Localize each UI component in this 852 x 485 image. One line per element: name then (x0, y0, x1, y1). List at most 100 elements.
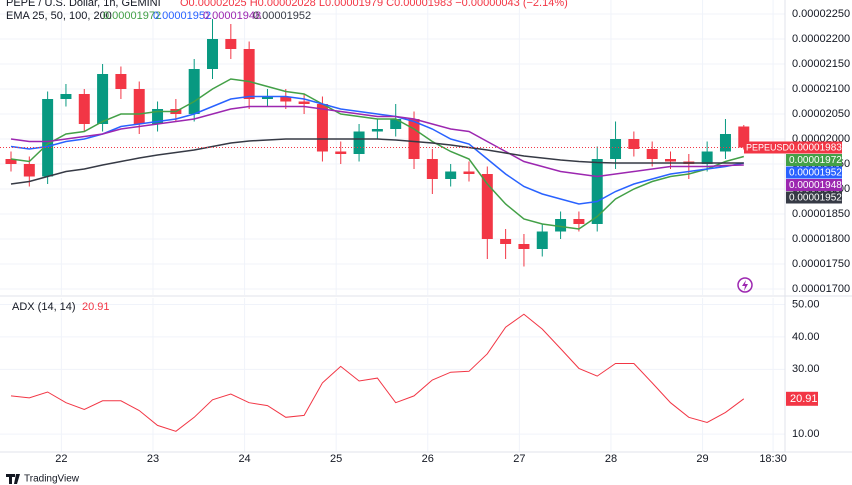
candle-body (408, 119, 420, 159)
candle-body (500, 239, 512, 244)
candle-body (60, 94, 72, 99)
y-tick-label: 0.00001800 (792, 233, 850, 245)
lightning-icon (737, 277, 753, 293)
candle-body (555, 219, 567, 232)
ohlc-values: O0.00002025 H0.00002028 L0.00001979 C0.0… (180, 0, 568, 9)
x-tick-label: 25 (330, 453, 342, 465)
candle-body (243, 49, 255, 99)
candle-body (353, 131, 365, 154)
price-tag-text: 0.00001983 (789, 143, 842, 154)
y-tick-label: 0.00002200 (792, 33, 850, 45)
candle-body (207, 39, 219, 69)
x-tick-label: 28 (605, 453, 617, 465)
y-tick-label: 50.00 (792, 298, 820, 310)
x-tick-label: 24 (238, 453, 250, 465)
x-tick-label: 22 (55, 453, 67, 465)
adx-tag (786, 391, 818, 406)
symbol-title: PEPE / U.S. Dollar, 1h, GEMINI (6, 0, 161, 9)
candle-body (536, 231, 548, 249)
candle-body (665, 159, 676, 162)
x-tick-label: 23 (147, 453, 159, 465)
ema-line (10, 78, 744, 230)
icon-bolt (742, 280, 748, 291)
ema-line (10, 138, 744, 185)
candle-body (316, 104, 328, 152)
brand-logo: TradingView (6, 474, 80, 485)
candle-body (335, 151, 347, 154)
candle-body (610, 139, 622, 159)
candle-body (152, 109, 164, 124)
candle-body (5, 159, 17, 164)
y-tick-label: 0.00002250 (792, 8, 850, 20)
ema-tag (786, 179, 842, 191)
candle-body (298, 101, 310, 104)
y-tick-label: 0.00001850 (792, 208, 850, 220)
candle-body (390, 119, 402, 129)
candle-body (78, 94, 90, 124)
y-tick-label: 0.00002050 (792, 108, 850, 120)
candle-body (188, 69, 200, 114)
candle-body (261, 96, 273, 99)
ema-tag (786, 154, 842, 166)
ema-tag (786, 191, 842, 204)
adx-value: 20.91 (82, 301, 110, 313)
x-tick-label: 18:30 (759, 453, 787, 465)
x-tick-label: 27 (513, 453, 525, 465)
brand-name: TradingView (24, 474, 80, 485)
symbol-tag-text: PEPEUSD (746, 142, 790, 152)
candle-body (371, 129, 383, 132)
x-tick-label: 29 (696, 453, 708, 465)
y-tick-label: 30.00 (792, 363, 820, 375)
price-tag (786, 141, 842, 154)
ema-tag-text: 0.00001952 (789, 193, 842, 204)
candle-body (738, 126, 750, 148)
candle-body (646, 149, 658, 159)
ema-tag-text: 0.00001948 (789, 180, 842, 191)
candle-body (133, 89, 145, 124)
candle-body (115, 74, 127, 89)
x-tick-label: 26 (422, 453, 434, 465)
candle-body (42, 99, 54, 177)
ema-label: EMA 25, 50, 100, 200 (6, 10, 112, 22)
y-tick-label: 0.00002150 (792, 58, 850, 70)
candle-body (97, 74, 109, 124)
y-tick-label: 0.00002100 (792, 83, 850, 95)
marks (0, 19, 785, 432)
logo-mark (6, 474, 20, 484)
candle-body (719, 134, 731, 152)
ema-50-value: 0.00001952 (153, 10, 211, 22)
ema-tag-text: 0.00001972 (789, 155, 842, 166)
adx-tag-text: 20.91 (790, 393, 818, 405)
candle-body (591, 159, 603, 224)
candle-body (426, 159, 438, 179)
candle-body (445, 171, 457, 179)
ema-100-value: 0.00001948 (203, 10, 261, 22)
ema-200-value: 0.00001952 (253, 10, 311, 22)
ema-tag (786, 166, 842, 179)
ema-tag-text: 0.00001952 (789, 168, 842, 179)
candle-body (280, 96, 292, 102)
candle-body (463, 171, 475, 174)
adx-label: ADX (14, 14) (12, 301, 76, 313)
grid (0, 0, 785, 452)
y-tick-label: 10.00 (792, 428, 820, 440)
candle-body (628, 139, 640, 149)
ema-line (10, 105, 744, 178)
candle-body (23, 164, 35, 177)
candle-body (701, 151, 713, 164)
candle-body (225, 39, 237, 49)
candle-body (481, 174, 493, 239)
adx-line (10, 313, 745, 432)
symbol-tag (744, 141, 786, 154)
ema-25-value: 0.00001972 (103, 10, 161, 22)
labels: 0.00002250 0.00002200 0.00002150 0.00002100… (55, 8, 850, 465)
candle-body (518, 244, 530, 249)
y-tick-label: 40.00 (792, 331, 820, 343)
candle-body (573, 219, 585, 224)
y-tick-label: 0.00001700 (792, 283, 850, 295)
y-tick-label: 0.00001750 (792, 258, 850, 270)
icon-ring (737, 277, 753, 293)
ema-line (10, 95, 744, 205)
